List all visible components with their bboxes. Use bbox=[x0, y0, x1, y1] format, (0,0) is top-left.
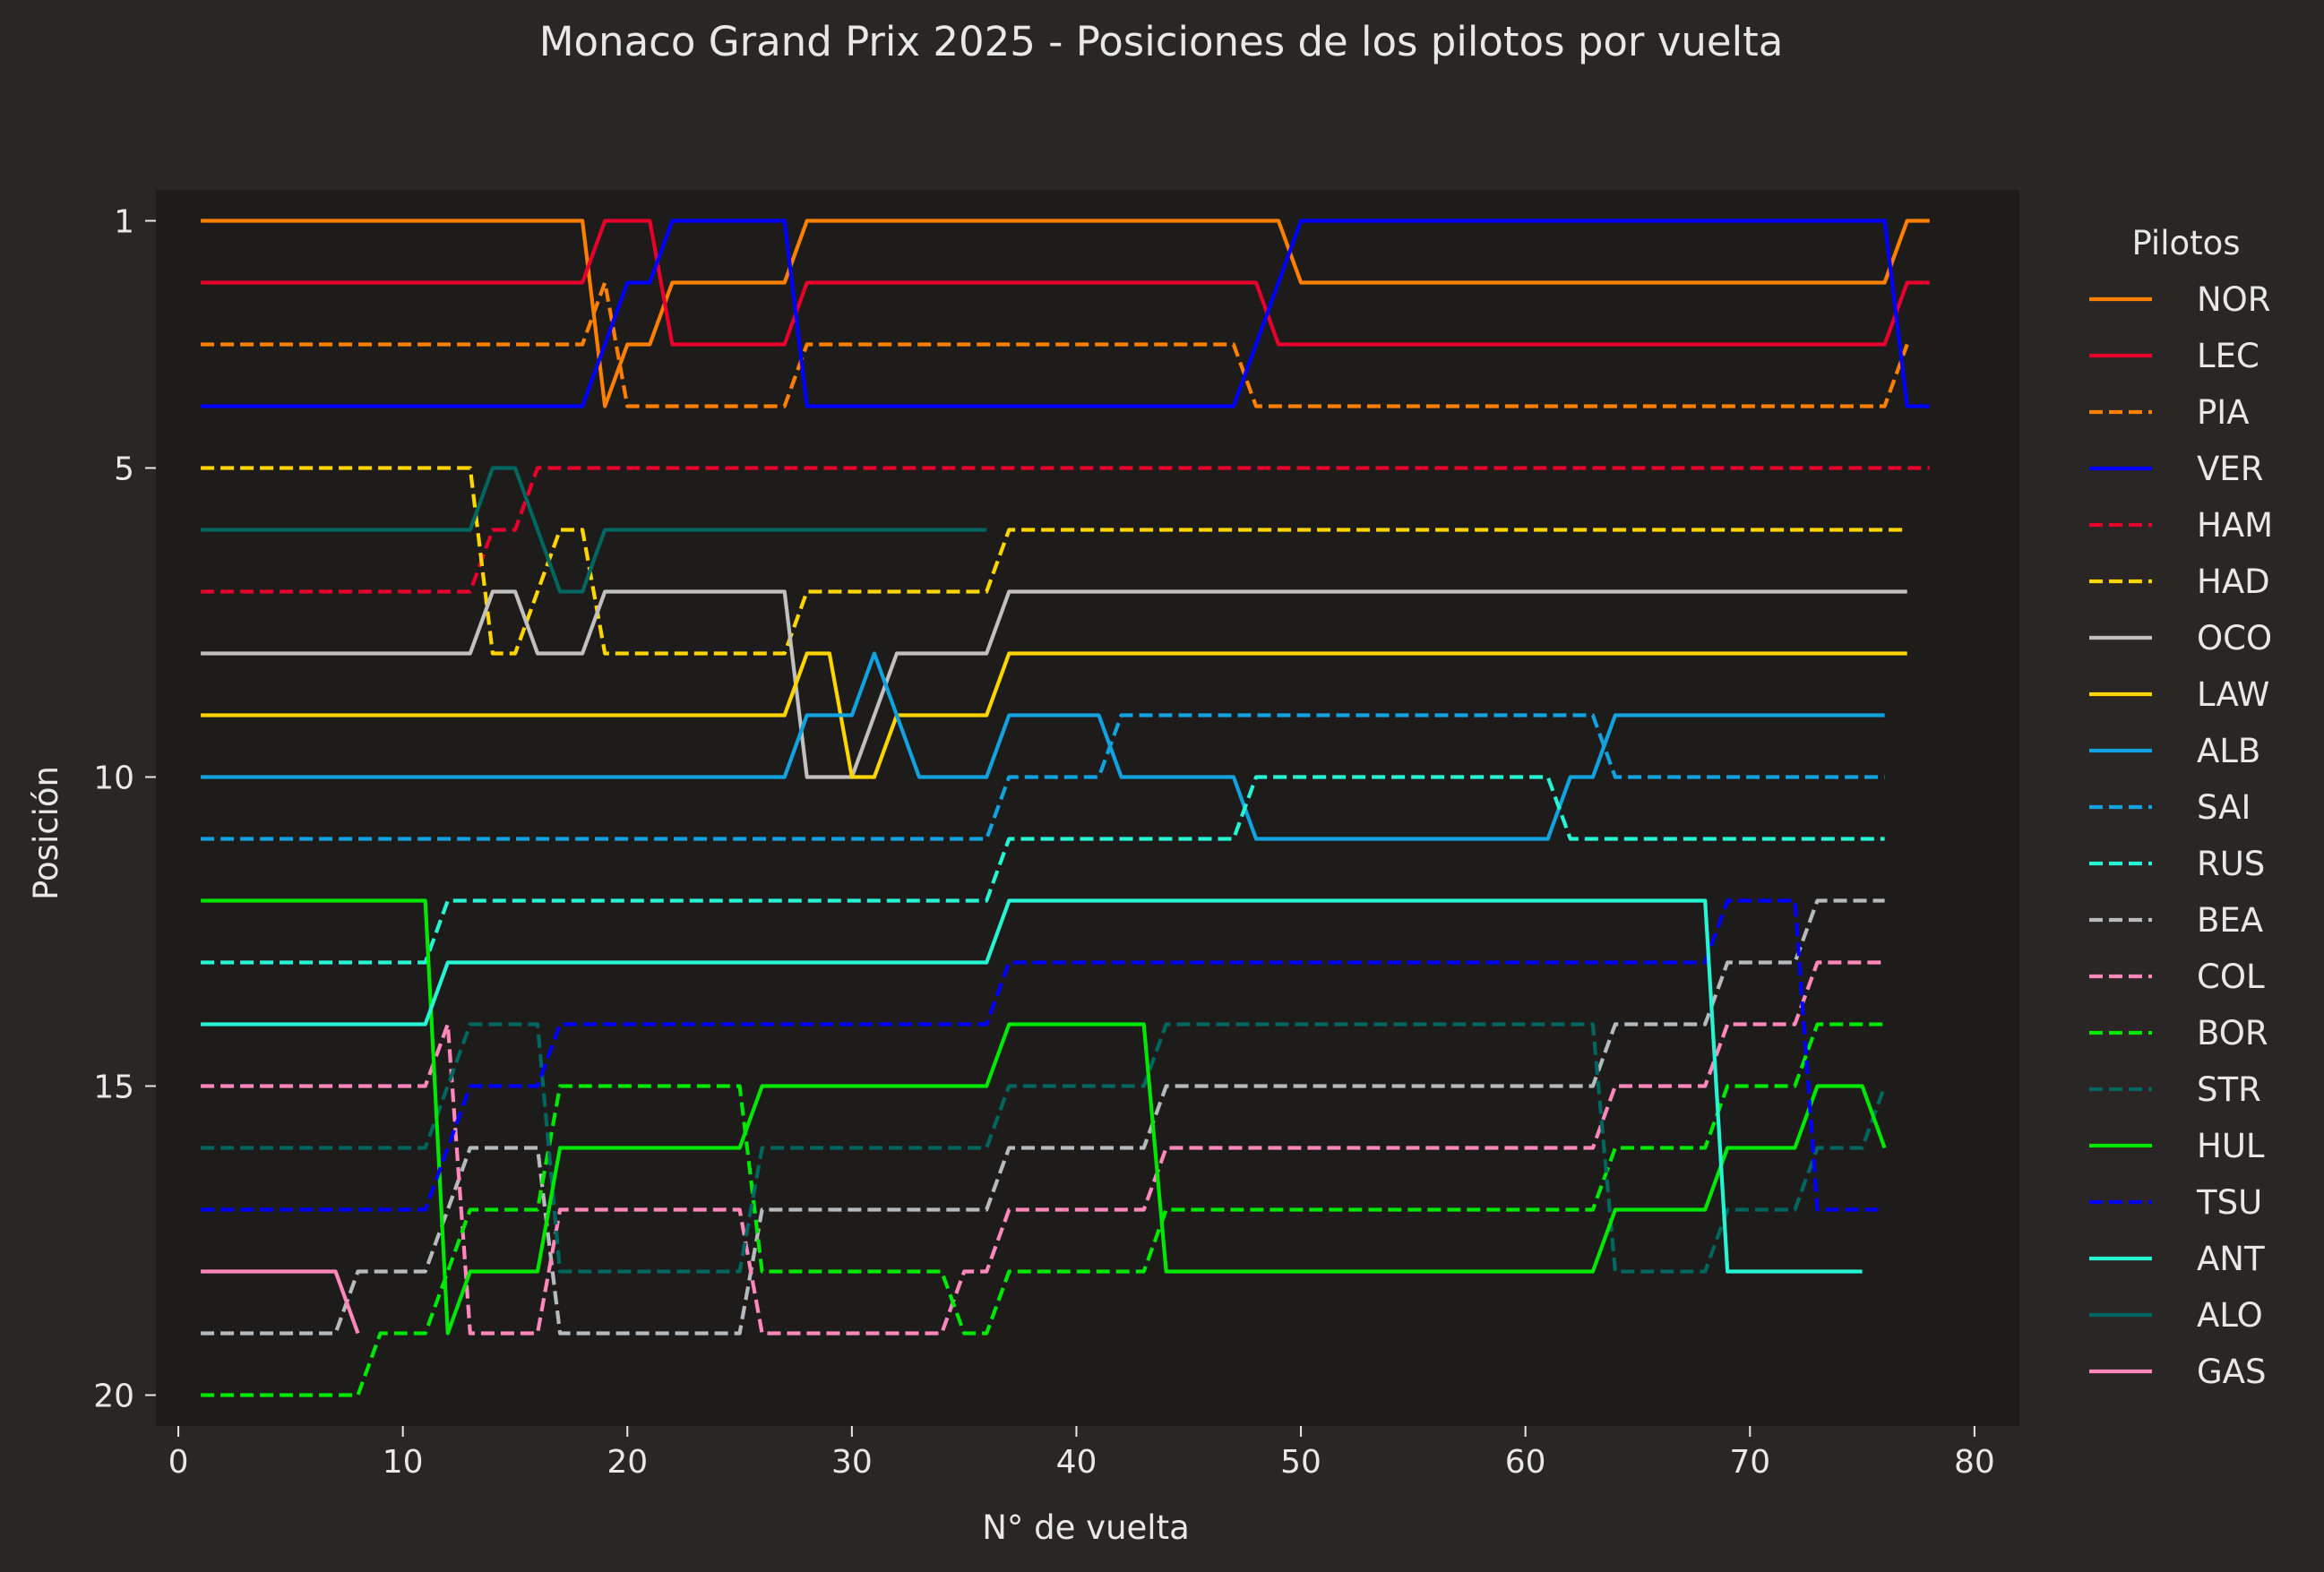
legend-label-bea: BEA bbox=[2197, 901, 2263, 940]
legend-label-oco: OCO bbox=[2197, 619, 2272, 657]
series-line-had bbox=[201, 466, 1907, 656]
legend-label-ant: ANT bbox=[2197, 1240, 2265, 1278]
x-tick-label: 20 bbox=[607, 1444, 648, 1481]
legend-label-bor: BOR bbox=[2197, 1014, 2268, 1052]
series-line-gas bbox=[201, 1269, 360, 1335]
series-line-alo bbox=[201, 466, 987, 594]
y-tick-label: 20 bbox=[93, 1379, 134, 1415]
series-line-tsu bbox=[201, 898, 1885, 1212]
legend-label-law: LAW bbox=[2197, 675, 2269, 714]
legend: Pilotos NOR LEC PIA VER HAM HAD OCO LAW ALB SAI RU… bbox=[2089, 224, 2273, 1391]
legend-title: Pilotos bbox=[2131, 224, 2240, 262]
x-tick-label: 10 bbox=[383, 1444, 424, 1481]
series-line-ham bbox=[201, 466, 1930, 594]
legend-label-str: STR bbox=[2197, 1070, 2261, 1109]
y-tick-label: 15 bbox=[93, 1069, 134, 1106]
chart-title: Monaco Grand Prix 2025 - Posiciones de l… bbox=[539, 18, 1784, 65]
x-tick-label: 40 bbox=[1056, 1444, 1097, 1481]
legend-label-gas: GAS bbox=[2197, 1353, 2266, 1391]
x-tick-label: 80 bbox=[1954, 1444, 1995, 1481]
x-tick-label: 50 bbox=[1280, 1444, 1321, 1481]
series-line-alb bbox=[201, 651, 1885, 841]
x-tick-label: 60 bbox=[1505, 1444, 1546, 1481]
series-layer bbox=[201, 219, 1930, 1397]
series-line-law bbox=[201, 651, 1907, 779]
series-line-rus bbox=[201, 775, 1885, 965]
legend-label-sai: SAI bbox=[2197, 788, 2251, 827]
series-line-ver bbox=[201, 219, 1930, 408]
series-line-nor bbox=[201, 219, 1930, 408]
series-line-bea bbox=[201, 898, 1885, 1336]
series-line-ant bbox=[201, 898, 1863, 1274]
x-tick-label: 70 bbox=[1729, 1444, 1770, 1481]
plot-area bbox=[156, 190, 2019, 1426]
x-tick-label: 30 bbox=[831, 1444, 873, 1481]
legend-label-ham: HAM bbox=[2197, 506, 2273, 545]
x-axis-label: N° de vuelta bbox=[982, 1508, 1190, 1547]
legend-label-ver: VER bbox=[2197, 450, 2263, 488]
legend-label-nor: NOR bbox=[2197, 280, 2271, 319]
series-line-hul bbox=[201, 898, 1887, 1336]
legend-label-pia: PIA bbox=[2197, 393, 2250, 432]
series-line-str bbox=[201, 1022, 1887, 1274]
legend-label-lec: LEC bbox=[2197, 337, 2259, 375]
y-tick-label: 10 bbox=[93, 760, 134, 797]
y-axis-label: Posición bbox=[27, 766, 65, 900]
y-tick-label: 5 bbox=[114, 451, 134, 488]
legend-label-rus: RUS bbox=[2197, 845, 2265, 883]
series-line-bor bbox=[201, 1022, 1885, 1397]
y-tick-label: 1 bbox=[114, 204, 134, 241]
legend-label-had: HAD bbox=[2197, 563, 2270, 601]
x-tick-label: 0 bbox=[168, 1444, 189, 1481]
legend-label-col: COL bbox=[2197, 958, 2265, 996]
series-line-pia bbox=[201, 280, 1909, 408]
series-line-oco bbox=[201, 589, 1907, 779]
series-line-sai bbox=[201, 713, 1885, 841]
series-line-col bbox=[201, 960, 1885, 1336]
legend-label-alb: ALB bbox=[2197, 732, 2260, 770]
legend-label-tsu: TSU bbox=[2196, 1183, 2262, 1222]
legend-label-alo: ALO bbox=[2197, 1296, 2263, 1335]
legend-label-hul: HUL bbox=[2197, 1127, 2265, 1165]
